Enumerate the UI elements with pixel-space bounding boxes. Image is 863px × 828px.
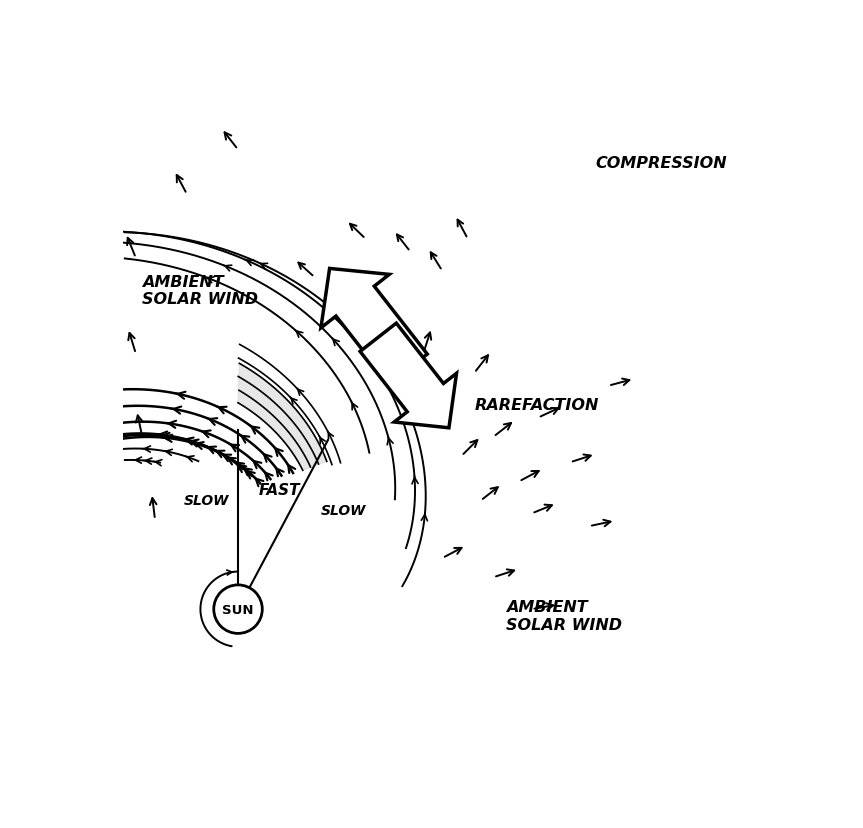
Text: FAST: FAST [259, 483, 300, 498]
Circle shape [214, 585, 262, 633]
Text: AMBIENT
SOLAR WIND: AMBIENT SOLAR WIND [142, 274, 258, 307]
Polygon shape [238, 363, 327, 471]
Text: RAREFACTION: RAREFACTION [474, 398, 599, 413]
Text: SUN: SUN [223, 603, 254, 616]
Text: SLOW: SLOW [321, 503, 366, 517]
Text: COMPRESSION: COMPRESSION [595, 156, 728, 171]
Text: AMBIENT
SOLAR WIND: AMBIENT SOLAR WIND [506, 599, 622, 632]
Polygon shape [360, 324, 457, 428]
Text: SLOW: SLOW [184, 493, 229, 508]
Polygon shape [321, 269, 427, 384]
